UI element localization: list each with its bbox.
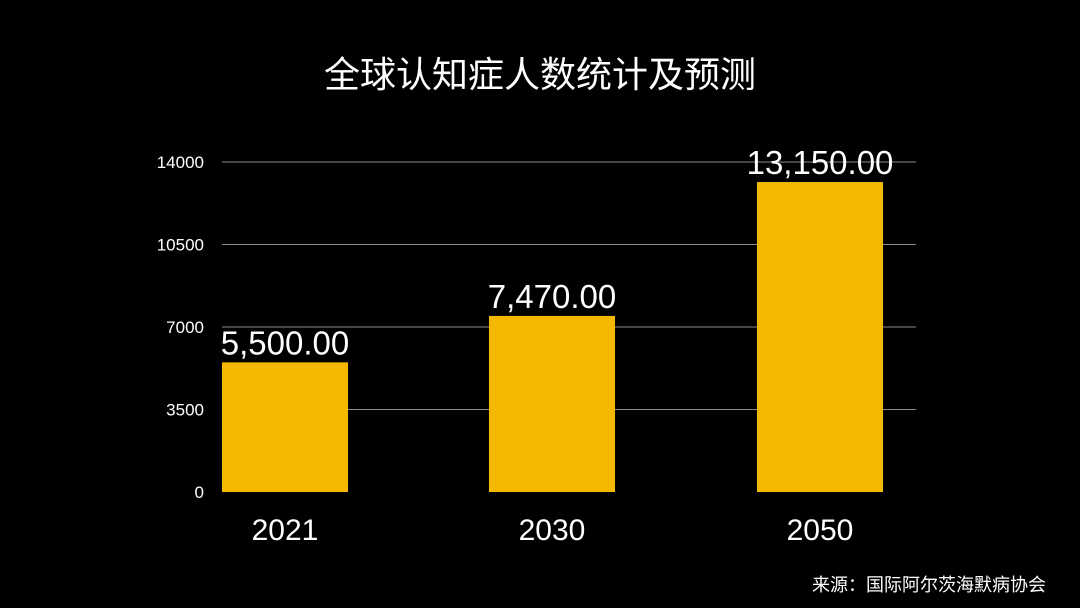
data-label-2021: 5,500.00	[221, 324, 349, 361]
data-label-2030: 7,470.00	[488, 278, 616, 315]
x-category-label: 2021	[252, 514, 319, 547]
source-note: 来源：国际阿尔茨海默病协会	[812, 575, 1046, 596]
data-labels: 5,500.00 7,470.00 13,150.00	[221, 144, 894, 361]
y-tick-label: 14000	[157, 153, 204, 172]
bars	[222, 182, 883, 493]
bar-2050	[757, 182, 883, 493]
x-category-label: 2030	[519, 514, 586, 547]
y-tick-label: 10500	[157, 236, 204, 255]
bar-2021	[222, 362, 348, 492]
x-category-label: 2050	[787, 514, 854, 547]
y-tick-label: 3500	[166, 401, 204, 420]
x-axis-categories: 2021 2030 2050	[252, 514, 854, 547]
chart-title: 全球认知症人数统计及预测	[323, 55, 756, 96]
y-tick-label: 0	[195, 483, 204, 502]
data-label-2050: 13,150.00	[747, 144, 894, 181]
y-tick-label: 7000	[166, 318, 204, 337]
bar-2030	[489, 315, 615, 492]
y-axis-ticks: 0 3500 7000 10500 14000	[157, 153, 204, 502]
